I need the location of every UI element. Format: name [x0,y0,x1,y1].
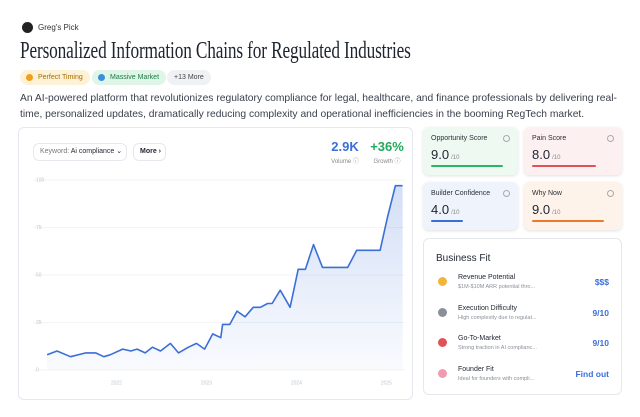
more-text: More [140,148,157,155]
row-title: Founder Fit [458,365,494,373]
y-tick-label: 50 [36,272,42,278]
badge: Greg's Pick [38,23,79,32]
business-fit-title: Business Fit [436,253,491,264]
row-title: Go-To-Market [458,335,501,342]
score-value: 4.0/10 [431,202,459,217]
score-bar [532,165,596,167]
tag-text: Massive Market [110,74,160,81]
growth-label-text: Growth [373,159,393,165]
row-icon [438,307,447,317]
line [46,184,403,358]
x-tick-label: 2025 [381,380,392,386]
fit-row: Revenue Potential $1M-$10M ARR potential … [424,274,623,294]
row-title: Revenue Potential [458,274,516,281]
score-max: /10 [552,210,561,216]
score-number: 9.0 [532,202,551,217]
keyword-label: Keyword: [40,148,70,155]
tag-text: +13 More [174,74,204,81]
score-value: 9.0/10 [431,147,459,162]
info-icon [607,135,614,142]
score-max: /10 [552,155,561,161]
info-icon [503,135,510,142]
score-label: Opportunity Score [431,135,488,142]
row-detail: High complexity due to regulat... [458,314,537,321]
growth-label: Growth ⓘ [373,159,401,165]
more-button[interactable]: More › [133,143,166,161]
x-tick-label: 2022 [111,380,122,386]
score-max: /10 [451,155,460,161]
score-number: 9.0 [431,147,450,162]
row-value: 9/10 [592,307,609,318]
score-bar [532,220,604,222]
score-card[interactable]: Builder Confidence 4.0/10 [423,182,518,230]
y-tick-label: 75 [36,225,42,231]
score-bar [431,220,463,222]
row-value[interactable]: Find out [575,368,609,379]
fit-row: Execution Difficulty High complexity due … [424,305,623,325]
score-label: Why Now [532,190,562,197]
area [47,185,403,370]
page-title: Personalized Information Chains for Regu… [20,38,411,64]
volume-label: Volume ⓘ [331,159,359,165]
x-tick-label: 2023 [201,380,212,386]
tag[interactable]: +13 More [167,70,211,85]
row-detail: Ideal for founders with compli... [458,375,535,382]
x-tick-label: 2024 [291,380,302,386]
tag-text: Perfect Timing [38,74,83,81]
row-title: Execution Difficulty [458,304,518,312]
row-detail: $1M-$10M ARR potential thro... [458,284,536,290]
score-card[interactable]: Why Now 9.0/10 [524,182,622,230]
row-value: 9/10 [592,338,609,348]
volume: 2.9K [331,139,359,154]
info-icon [503,190,510,197]
score-label: Pain Score [532,135,567,142]
score-max: /10 [451,210,460,216]
row-icon [438,338,447,347]
fit-row: Go-To-Market Strong traction in AI compli… [424,335,623,355]
score-label: Builder Confidence [431,190,491,197]
tag[interactable]: Perfect Timing [20,70,90,85]
info-icon [607,190,614,197]
keyword-dropdown[interactable]: Keyword: Ai compliance ⌄ [33,143,127,161]
keyword: Ai compliance [70,148,115,155]
business-fit-card: Business Fit Revenue Potential $1M-$10M A… [423,238,622,395]
growth: +36% [370,139,404,154]
score-number: 4.0 [431,202,450,217]
y-tick-label: 25 [36,320,42,326]
y-tick-label: 100 [36,177,45,183]
score-bar [431,165,503,167]
tag[interactable]: Massive Market [92,70,167,85]
score-card[interactable]: Pain Score 8.0/10 [524,127,622,175]
description: An AI-powered platform that revolutioniz… [20,93,617,120]
row-value: $$$ [594,277,609,287]
badge-icon [22,22,33,33]
fit-row: Founder Fit Ideal for founders with compl… [424,366,623,386]
score-value: 8.0/10 [532,147,560,162]
row-detail: Strong traction in AI complianc... [458,345,537,351]
y-tick-label: 0 [36,367,39,373]
score-value: 9.0/10 [532,202,560,217]
score-card[interactable]: Opportunity Score 9.0/10 [423,127,518,175]
score-number: 8.0 [532,147,551,162]
row-icon [438,277,447,286]
row-icon [438,368,447,378]
volume-label-text: Volume [331,159,352,165]
